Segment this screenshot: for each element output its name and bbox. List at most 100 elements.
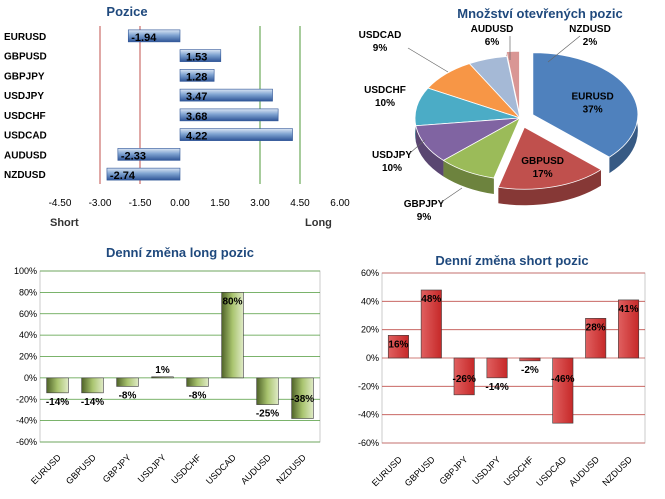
y-tick-label: 80%	[19, 287, 37, 297]
leader-line	[439, 187, 463, 204]
bar-nzdusd	[618, 299, 640, 359]
value-label: 3.68	[186, 111, 207, 123]
short-change-bars	[387, 289, 640, 424]
bar-gbpjpy	[179, 69, 215, 82]
x-tick-label: 1.50	[210, 198, 230, 209]
y-tick-label: -20%	[358, 381, 379, 391]
value-label: -25%	[256, 409, 279, 420]
slice-percent: 9%	[373, 43, 388, 54]
bar-usdjpy	[179, 88, 273, 102]
y-tick-label: 0%	[24, 373, 37, 383]
category-label: USDCAD	[204, 452, 238, 486]
x-tick-label: -4.50	[49, 198, 72, 209]
category-label: USDJPY	[136, 452, 168, 484]
long-change-category-labels: EURUSD GBPUSD GBPJPY USDJPY USDCHF USDCAD AUDU…	[29, 452, 308, 486]
category-label: USDCHF	[169, 452, 203, 486]
value-label: -8%	[189, 390, 207, 401]
value-label: -38%	[291, 394, 314, 405]
bar-gbpusd	[420, 289, 442, 359]
bar-gbpjpy	[116, 377, 139, 387]
value-label: -2.33	[121, 150, 146, 162]
leader-line	[547, 35, 581, 63]
value-label: 3.47	[186, 91, 207, 103]
y-tick-label: -40%	[358, 410, 379, 420]
value-label: 1.28	[186, 71, 207, 83]
category-label: GBPUSD	[64, 452, 98, 486]
bar-usdchf	[186, 377, 209, 387]
slice-percent: 17%	[533, 169, 553, 180]
value-label: 48%	[421, 294, 441, 305]
value-label: -14%	[81, 397, 104, 408]
bar-gbpjpy	[453, 357, 475, 396]
positions-category-labels: EURUSD GBPUSD GBPJPY USDJPY USDCHF USDCAD AUDU…	[4, 32, 47, 181]
positions-bars	[106, 29, 293, 181]
y-tick-label: -60%	[16, 437, 37, 447]
bar-usdjpy	[486, 357, 508, 379]
long-change-title: Denní změna long pozic	[106, 245, 254, 260]
bar-gbpusd	[81, 377, 104, 394]
bar-audusd	[256, 377, 279, 405]
slice-label: GBPUSD	[521, 156, 564, 167]
category-label: GBPJPY	[101, 452, 133, 484]
slice-percent: 10%	[375, 98, 395, 109]
slice-side-gbpjpy	[443, 160, 494, 195]
slice-label: AUDUSD	[471, 24, 514, 35]
slice-label: NZDUSD	[569, 24, 611, 35]
value-label: -14%	[46, 397, 69, 408]
positions-title: Pozice	[106, 4, 147, 19]
x-tick-label: 3.00	[250, 198, 270, 209]
long-change-bars	[46, 292, 314, 419]
category-label: EURUSD	[4, 32, 46, 43]
value-label: -8%	[119, 390, 137, 401]
long-change-chart: Denní změna long pozic -14% -14% -8% 1% -8% 8…	[14, 245, 321, 486]
bar-audusd	[585, 318, 607, 359]
x-tick-label: -3.00	[89, 198, 112, 209]
bar-nzdusd	[291, 377, 314, 419]
category-label: NZDUSD	[4, 170, 46, 181]
y-tick-label: -20%	[16, 394, 37, 404]
category-label: EURUSD	[370, 454, 404, 488]
category-label: GBPJPY	[437, 454, 469, 486]
value-label: -46%	[551, 374, 574, 385]
y-tick-label: 60%	[361, 268, 379, 278]
y-tick-label: -60%	[358, 438, 379, 448]
slice-percent: 9%	[417, 212, 432, 223]
category-label: NZDUSD	[600, 454, 634, 488]
x-tick-label: 6.00	[330, 198, 350, 209]
bar-gbpusd	[179, 49, 222, 62]
slice-eurusd	[532, 52, 639, 158]
pie-labels: EURUSD 37% GBPUSD 17% GBPJPY 9% USDJPY 10% USDCH…	[359, 24, 614, 223]
y-tick-label: 60%	[19, 309, 37, 319]
positions-value-labels: -1.94 1.53 1.28 3.47 3.68 4.22 -2.33 -2.74	[110, 32, 207, 182]
value-label: 1%	[155, 365, 170, 376]
long-label: Long	[305, 217, 332, 229]
y-tick-label: -40%	[16, 416, 37, 426]
slice-label: USDCHF	[364, 85, 406, 96]
category-label: USDCHF	[4, 111, 46, 122]
value-label: 1.53	[186, 52, 207, 64]
category-label: USDJPY	[4, 91, 44, 102]
y-tick-label: 40%	[19, 330, 37, 340]
category-label: GBPJPY	[4, 71, 45, 82]
value-label: -1.94	[131, 32, 157, 44]
slice-gbpusd	[497, 126, 602, 190]
pie-title: Množství otevřených pozic	[457, 6, 622, 21]
x-tick-label: -1.50	[129, 198, 152, 209]
slice-label: EURUSD	[571, 91, 613, 102]
short-change-value-labels: 16% 48% -26% -14% -2% -46% 28% 41%	[388, 294, 638, 393]
slice-percent: 37%	[583, 104, 603, 115]
value-label: -14%	[485, 382, 508, 393]
category-label: USDJPY	[470, 454, 502, 486]
y-tick-label: 20%	[361, 325, 379, 335]
category-label: AUDUSD	[4, 150, 47, 161]
y-tick-label: 40%	[361, 296, 379, 306]
short-change-title: Denní změna short pozic	[435, 253, 588, 268]
bar-usdcad	[221, 292, 244, 379]
value-label: 16%	[388, 339, 408, 350]
value-label: -26%	[453, 374, 476, 385]
slice-label: USDCAD	[359, 30, 402, 41]
category-label: AUDUSD	[567, 454, 601, 488]
bar-audusd	[117, 148, 181, 161]
bar-eurusd	[387, 335, 409, 359]
